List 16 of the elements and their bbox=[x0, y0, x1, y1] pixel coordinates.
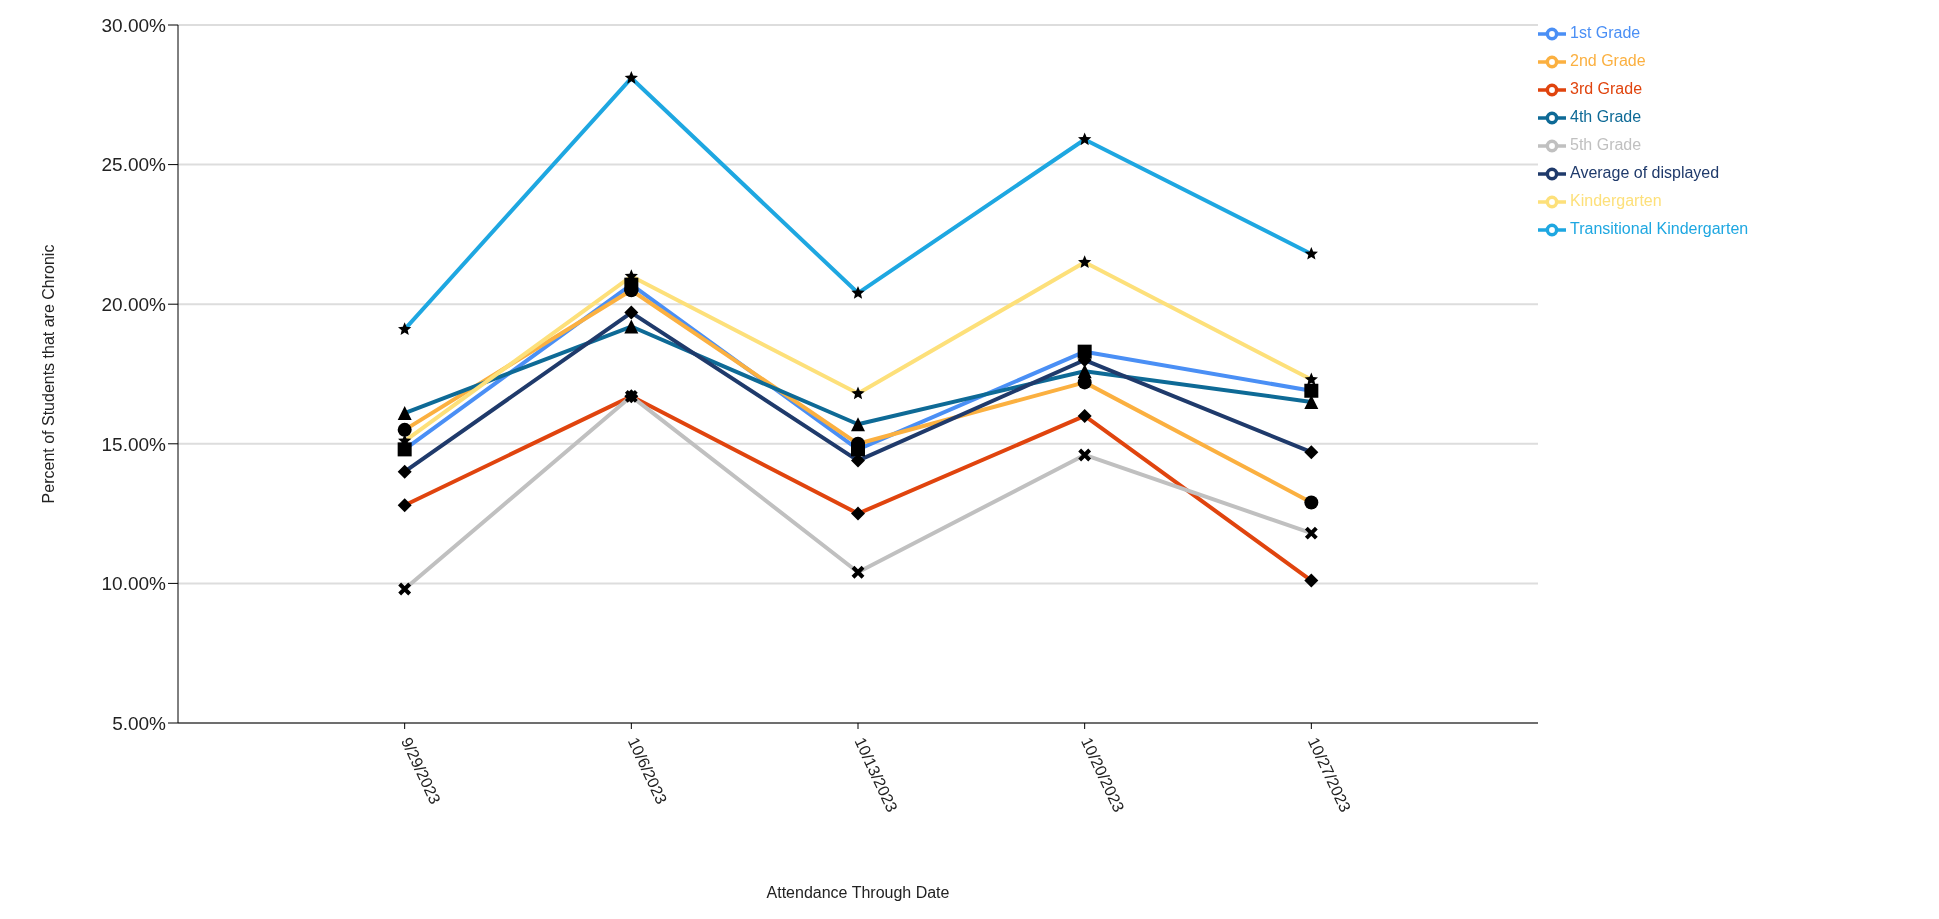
y-axis-title: Percent of Students that are Chronic bbox=[39, 244, 57, 504]
legend-label: 1st Grade bbox=[1570, 24, 1641, 42]
legend-label: 3rd Grade bbox=[1570, 80, 1643, 98]
y-tick-label: 20.00% bbox=[101, 293, 167, 315]
y-tick-label: 30.00% bbox=[101, 14, 167, 36]
legend-label: 5th Grade bbox=[1570, 136, 1642, 154]
y-tick-label: 25.00% bbox=[101, 154, 167, 176]
legend-label: 4th Grade bbox=[1570, 108, 1642, 126]
x-axis-title: Attendance Through Date bbox=[766, 884, 950, 901]
y-tick-label: 5.00% bbox=[112, 712, 167, 734]
legend-label: Average of displayed bbox=[1570, 164, 1720, 182]
legend-label: 2nd Grade bbox=[1570, 52, 1646, 70]
legend-label: Kindergarten bbox=[1570, 192, 1662, 210]
y-tick-label: 15.00% bbox=[101, 433, 167, 455]
legend-label: Transitional Kindergarten bbox=[1570, 220, 1749, 238]
y-tick-label: 10.00% bbox=[101, 573, 167, 595]
